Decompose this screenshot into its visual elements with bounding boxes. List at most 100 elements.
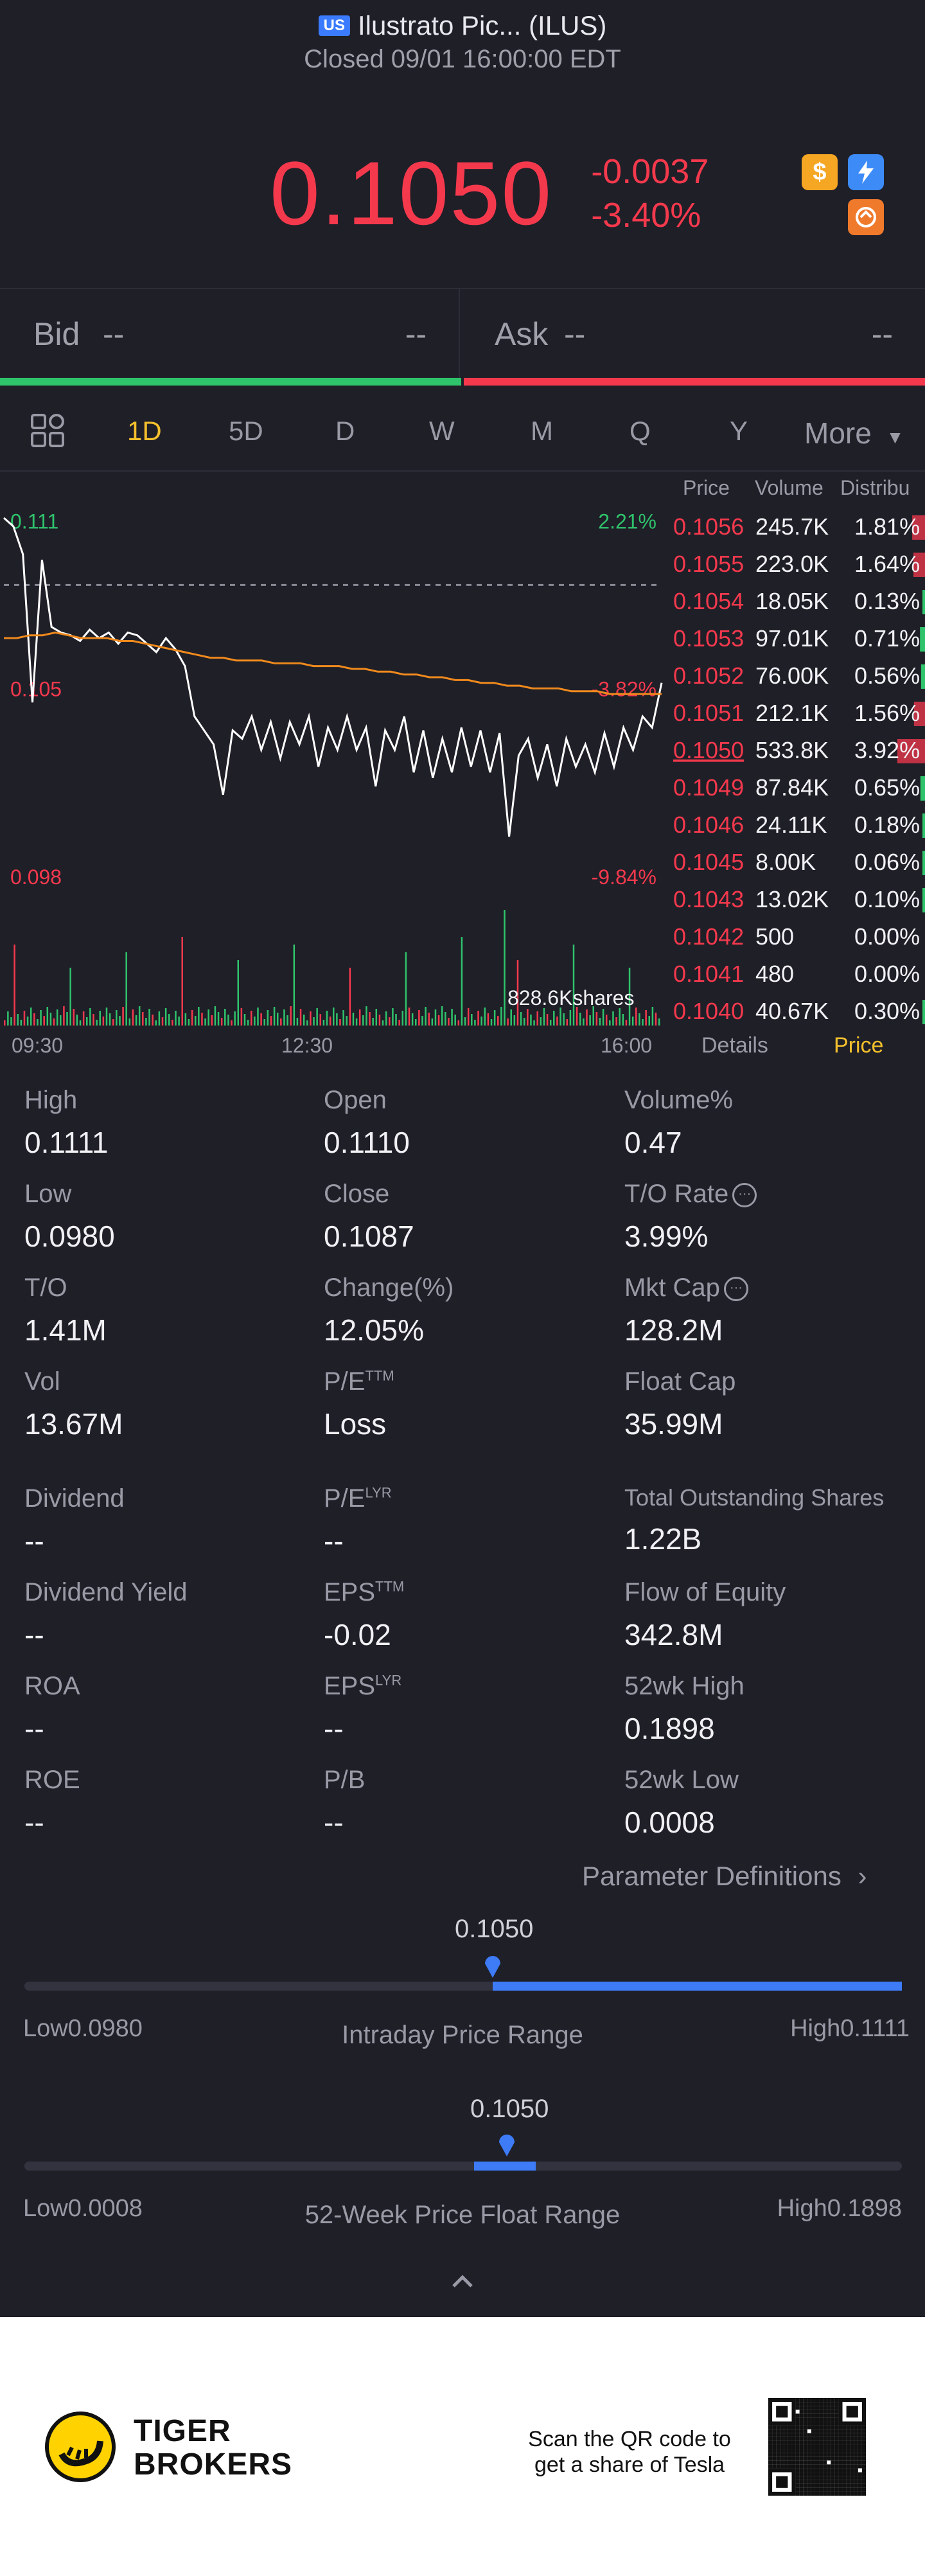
qr-module	[819, 2483, 824, 2488]
qr-module	[827, 2410, 831, 2414]
qr-module	[858, 2433, 862, 2437]
volume-bar	[631, 1017, 634, 1026]
intraday-chart[interactable]: 0.111 0.105 0.098 2.21% -3.82% -9.84% 828.6Ksh…	[0, 473, 925, 1064]
volume-bar	[369, 1012, 371, 1026]
volume-bar	[254, 1017, 256, 1026]
qr-module	[776, 2444, 780, 2449]
qr-module	[831, 2483, 835, 2488]
qr-module	[772, 2437, 777, 2441]
lightning-icon[interactable]	[848, 154, 884, 190]
low-value: 0.0008	[67, 2195, 143, 2222]
distribution-price: 0.1054	[673, 588, 744, 614]
info-icon[interactable]: ···	[723, 1277, 748, 1302]
tab-5d[interactable]: 5D	[229, 416, 263, 446]
tab-w[interactable]: W	[429, 416, 455, 446]
volume-bar	[612, 1011, 614, 1026]
qr-module	[768, 2425, 773, 2429]
distribution-bar	[920, 627, 925, 652]
volume-bar	[513, 1015, 516, 1026]
qr-module	[846, 2444, 850, 2449]
qr-module	[807, 2464, 811, 2469]
qr-module	[842, 2444, 847, 2449]
volume-bar	[434, 1009, 437, 1026]
qr-module	[823, 2449, 827, 2453]
qr-module	[768, 2456, 773, 2461]
distribution-price: 0.1042	[673, 923, 744, 950]
volume-bar	[378, 1015, 381, 1026]
qr-module	[795, 2460, 800, 2465]
qr-module	[854, 2487, 858, 2492]
tab-details: Details	[701, 1033, 768, 1058]
qr-module	[834, 2440, 839, 2445]
qr-module	[823, 2413, 827, 2418]
volume-bar	[572, 945, 575, 1026]
qr-module	[803, 2433, 807, 2437]
qr-module	[827, 2456, 831, 2461]
tab-d[interactable]: D	[335, 416, 355, 446]
qr-module	[803, 2453, 807, 2457]
qr-module	[834, 2413, 839, 2418]
qr-module	[854, 2440, 858, 2445]
stat-flow-equity: Flow of Equity 342.8M	[624, 1578, 786, 1652]
qr-module	[834, 2491, 839, 2496]
bid-ratio-bar	[0, 378, 461, 386]
tab-q[interactable]: Q	[630, 416, 651, 446]
qr-module	[780, 2437, 784, 2441]
tab-m[interactable]: M	[531, 416, 553, 446]
tab-more[interactable]: More ▼	[804, 416, 904, 450]
volume-bar	[92, 1014, 94, 1026]
qr-module	[819, 2413, 824, 2418]
qr-module	[842, 2491, 847, 2496]
qr-module	[854, 2449, 858, 2453]
qr-module	[799, 2410, 804, 2414]
stat-label: Vol	[24, 1367, 60, 1396]
qr-module	[834, 2406, 839, 2410]
qr-module	[842, 2487, 847, 2492]
title-row[interactable]: US Ilustrato Pic... (ILUS)	[0, 10, 925, 41]
52wk-range-title: 52-Week Price Float Range	[304, 2201, 621, 2229]
qr-module	[831, 2456, 835, 2461]
qr-module	[768, 2460, 773, 2465]
volume-bar	[89, 1008, 91, 1026]
qr-module	[803, 2402, 807, 2406]
volume-bar	[109, 1013, 111, 1026]
tab-y[interactable]: Y	[730, 416, 748, 446]
volume-bar	[586, 1009, 588, 1026]
qr-module	[788, 2433, 792, 2437]
tab-1d[interactable]: 1D	[127, 416, 162, 446]
volume-bar	[625, 1020, 628, 1026]
volume-bar	[138, 1006, 141, 1026]
qr-module	[811, 2468, 815, 2473]
qr-module	[772, 2433, 777, 2437]
y-axis-label-right: -9.84%	[592, 866, 656, 889]
qr-module	[854, 2425, 858, 2429]
qr-module	[838, 2425, 843, 2429]
swap-icon[interactable]	[848, 199, 884, 235]
distribution-volume: 13.02K	[755, 886, 829, 912]
qr-module	[811, 2453, 815, 2457]
qr-module	[788, 2453, 792, 2457]
qr-module	[799, 2402, 804, 2406]
qr-module	[834, 2437, 839, 2441]
qr-module	[776, 2464, 780, 2469]
distribution-pct: 0.13%	[854, 588, 920, 614]
parameter-definitions-link[interactable]: Parameter Definitions ›	[582, 1861, 867, 1892]
volume-bar	[69, 968, 71, 1026]
x-axis-tick: 16:00	[601, 1034, 652, 1057]
info-icon[interactable]: ···	[732, 1183, 757, 1208]
qr-module	[776, 2460, 780, 2465]
qr-module	[823, 2440, 827, 2445]
qr-module	[838, 2480, 843, 2484]
qr-module	[795, 2480, 800, 2484]
layout-grid-icon[interactable]	[30, 413, 66, 455]
qr-module	[811, 2487, 815, 2492]
qr-module	[815, 2480, 820, 2484]
dollar-icon[interactable]: $	[802, 154, 838, 190]
qr-module	[807, 2453, 811, 2457]
qr-module	[823, 2472, 827, 2476]
qr-module	[854, 2468, 858, 2473]
distribution-bar	[922, 1000, 925, 1024]
chevron-up-icon[interactable]	[450, 2265, 475, 2297]
stat-value: 3.99%	[624, 1220, 709, 1253]
qr-module	[854, 2429, 858, 2433]
